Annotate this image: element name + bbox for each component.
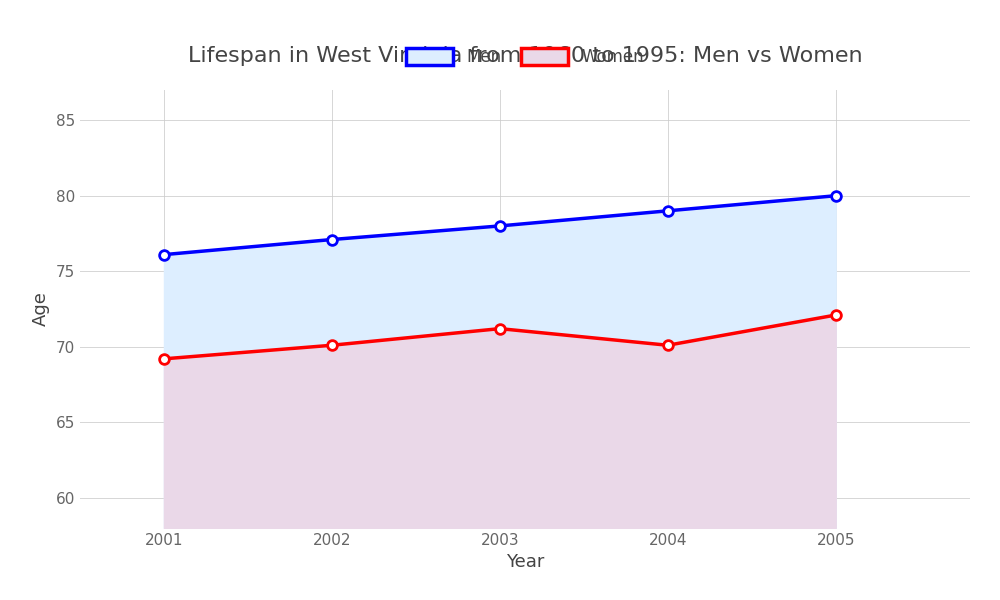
Y-axis label: Age: Age bbox=[32, 292, 50, 326]
Legend: Men, Women: Men, Women bbox=[399, 41, 651, 73]
X-axis label: Year: Year bbox=[506, 553, 544, 571]
Title: Lifespan in West Virginia from 1960 to 1995: Men vs Women: Lifespan in West Virginia from 1960 to 1… bbox=[188, 46, 862, 66]
